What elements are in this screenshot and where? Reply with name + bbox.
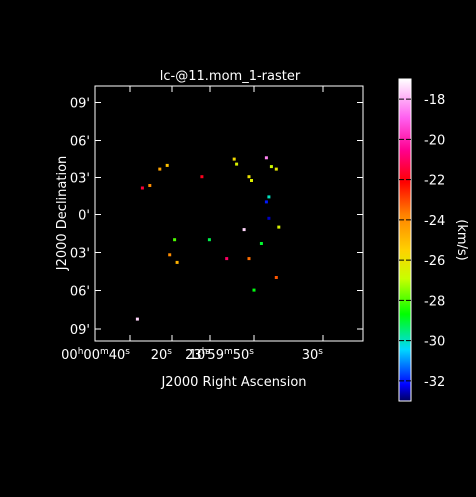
x-tick-label: 30s (302, 347, 324, 363)
y-tick-label: 03' (70, 247, 90, 262)
y-tick-label: 03' (70, 172, 90, 187)
data-point (242, 228, 246, 232)
colorbar-tick-label: -28 (424, 294, 445, 309)
data-point (269, 165, 273, 169)
data-point (207, 238, 211, 242)
colorbar-tick-label: -26 (424, 254, 445, 269)
data-points (135, 156, 281, 321)
y-axis-label: J2000 Declination (55, 156, 70, 272)
y-tick-label: 0' (78, 209, 90, 224)
axis-ticks (95, 86, 363, 341)
y-tick-label: 06' (70, 285, 90, 300)
y-tick-label: 06' (70, 135, 90, 150)
data-point (158, 167, 162, 171)
data-point (267, 195, 271, 199)
data-point (274, 167, 278, 171)
y-tick-labels: 09' 06' 03' 0' 03' 06' 09' (70, 97, 90, 339)
x-tick-label: 00h00m40s (61, 347, 130, 363)
data-point (168, 253, 172, 257)
data-point (140, 186, 144, 190)
data-point (252, 288, 256, 292)
data-point (225, 257, 229, 261)
data-point (277, 225, 281, 229)
data-point (250, 179, 253, 182)
data-point (135, 317, 139, 321)
colorbar-label: (km/s) (454, 219, 469, 261)
plot-frame (94, 85, 364, 342)
colorbar-tick-label: -30 (424, 335, 445, 350)
colorbar-ticks: -18 -20 -22 -24 -26 -28 -30 -32 (399, 93, 445, 390)
x-tick-label: 10s (189, 347, 211, 363)
colorbar-tick-label: -24 (424, 214, 445, 229)
data-point (247, 257, 251, 261)
data-point (175, 260, 179, 264)
y-tick-label: 09' (70, 323, 90, 338)
x-axis-label: J2000 Right Ascension (160, 375, 306, 390)
data-point (232, 157, 236, 161)
y-tick-label: 09' (70, 97, 90, 112)
data-point (165, 163, 169, 167)
colorbar-tick-label: -18 (424, 93, 445, 108)
colorbar-tick-label: -22 (424, 174, 445, 189)
data-point (264, 200, 268, 204)
data-point (148, 184, 152, 187)
x-tick-label: 20s (151, 347, 173, 363)
data-point (274, 276, 278, 279)
colorbar-tick-label: -20 (424, 133, 445, 148)
x-tick-label: 23h59m50s (185, 347, 254, 363)
data-point (173, 238, 177, 242)
colorbar (398, 78, 412, 402)
data-point (264, 156, 268, 160)
chart-title: lc-@11.mom_1-raster (160, 69, 301, 84)
data-point (259, 242, 263, 245)
colorbar-tick-label: -32 (424, 375, 445, 390)
data-point (267, 216, 271, 220)
data-point (235, 162, 239, 166)
data-point (200, 175, 204, 179)
data-point (247, 175, 251, 179)
